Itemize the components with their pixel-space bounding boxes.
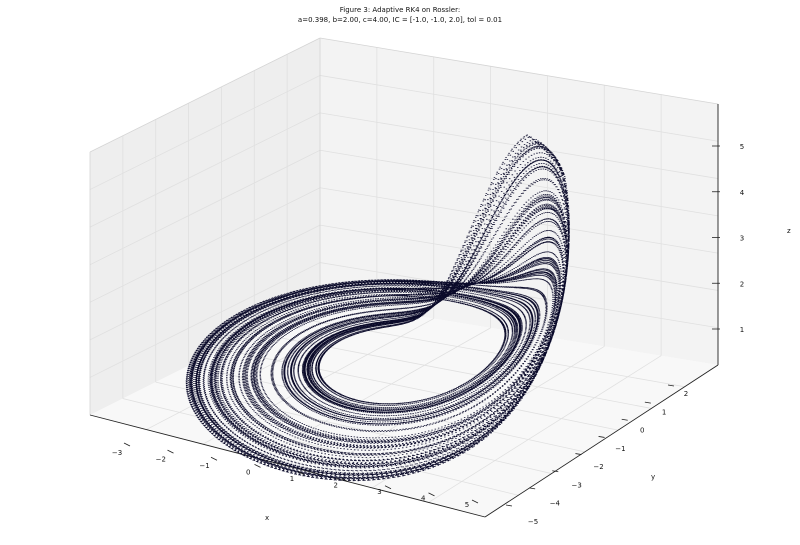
y-tick-label: 0	[640, 427, 644, 435]
grid-line	[155, 381, 552, 474]
x-tick-label: 4	[421, 495, 426, 503]
x-tick-mark	[167, 449, 174, 454]
tick-labels: −3 −2 −1 0 1 2 3 4 5 −5 −4 −3 −2 −1 0 1 2 1 2 3 4 5	[112, 143, 745, 526]
chart-subtitle: a=0.398, b=2.00, c=4.00, IC = [-1.0, -1.…	[298, 16, 502, 24]
back-left-pane	[90, 38, 320, 415]
x-tick-mark	[384, 485, 392, 490]
grid-line	[319, 75, 719, 142]
y-tick-label: −2	[593, 463, 603, 471]
y-tick-mark	[644, 401, 651, 404]
attractor-point-cloud	[185, 134, 570, 482]
grid-line	[89, 75, 321, 190]
z-tick-label: 3	[740, 235, 744, 243]
z-tick-label: 2	[740, 280, 744, 288]
x-tick-label: 5	[465, 501, 469, 509]
grid-line	[319, 224, 719, 291]
grid-line	[319, 112, 719, 179]
x-tick-label: −1	[199, 462, 209, 470]
x-tick-label: −2	[156, 456, 166, 464]
y-tick-mark	[529, 487, 536, 490]
pane-edge	[319, 37, 719, 105]
x-tick-label: −3	[112, 449, 122, 457]
z-tick-label: 5	[740, 143, 744, 151]
x-axis-label: x	[265, 514, 269, 522]
x-tick-mark	[123, 442, 131, 447]
y-axis-line	[484, 364, 719, 518]
y-tick-label: −4	[550, 500, 561, 508]
grid-line	[259, 327, 491, 460]
grid-line	[89, 112, 321, 228]
y-tick-label: 1	[662, 408, 666, 416]
grid-line	[89, 187, 321, 303]
x-tick-label: 0	[246, 469, 250, 477]
x-tick-mark	[471, 499, 479, 504]
grid-line	[89, 262, 321, 378]
x-tick-mark	[210, 456, 218, 461]
grid-line	[122, 398, 519, 496]
attractor-points	[185, 134, 570, 482]
pane-edge	[89, 37, 321, 153]
grid-line	[319, 149, 719, 217]
grid-line	[146, 308, 378, 430]
y-tick-label: 2	[684, 390, 688, 398]
grid-line	[319, 187, 719, 254]
x-tick-mark	[254, 464, 261, 468]
y-tick-mark	[667, 384, 675, 387]
x-tick-mark	[428, 492, 435, 497]
z-tick-label: 1	[740, 326, 744, 334]
x-tick-mark	[297, 471, 305, 475]
grid-line	[89, 224, 321, 341]
y-tick-mark	[621, 418, 628, 421]
y-tick-mark	[505, 504, 513, 507]
z-axis-label: z	[787, 227, 791, 235]
grid-line	[221, 348, 619, 431]
y-tick-label: −5	[528, 518, 538, 526]
grid-line	[89, 149, 321, 266]
x-tick-label: 1	[290, 475, 294, 483]
x-tick-mark	[341, 478, 348, 482]
y-axis-label: y	[651, 473, 655, 481]
y-tick-label: −3	[572, 481, 582, 489]
y-tick-mark	[552, 470, 559, 473]
y-tick-mark	[598, 436, 605, 438]
grid-line	[202, 318, 434, 445]
y-tick-label: −1	[615, 445, 625, 453]
y-tick-mark	[575, 453, 582, 455]
grid-line	[428, 355, 662, 503]
chart-title: Figure 3: Adaptive RK4 on Rossler:	[340, 6, 460, 14]
x-tick-label: 2	[334, 482, 338, 490]
x-tick-label: 3	[377, 488, 381, 496]
z-tick-label: 4	[740, 189, 745, 197]
